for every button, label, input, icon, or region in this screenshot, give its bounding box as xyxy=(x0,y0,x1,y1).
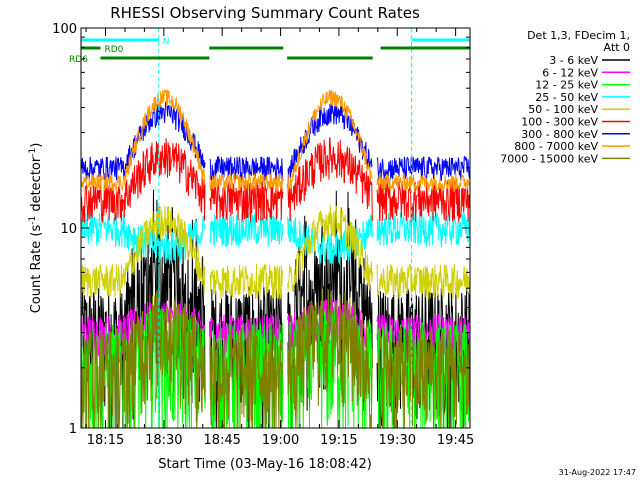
y-tick-label-1: 10 xyxy=(60,222,77,237)
series-line-0 xyxy=(80,189,471,429)
x-tick-label-6: 19:45 xyxy=(437,433,474,448)
indicator-label-RD6: RD6 xyxy=(69,55,88,65)
x-tick-label-3: 19:00 xyxy=(262,433,299,448)
chart-title: RHESSI Observing Summary Count Rates xyxy=(110,4,420,22)
axes: 18:15 18:30 18:45 19:00 19:15 19:30 19:45 1 10 10… xyxy=(52,22,474,448)
legend-label-2: 12 - 25 keV xyxy=(535,79,598,92)
series-line-8 xyxy=(80,287,471,429)
series-line-7 xyxy=(80,89,471,193)
legend-label-4: 50 - 100 keV xyxy=(528,103,598,116)
legend-label-7: 800 - 7000 keV xyxy=(514,140,598,153)
indicator-label-N: N xyxy=(163,37,170,47)
plot-content xyxy=(80,89,471,429)
legend-header-0: Det 1,3, FDecim 1, xyxy=(527,29,630,42)
x-tick-label-2: 18:45 xyxy=(203,433,240,448)
x-axis-label: Start Time (03-May-16 18:08:42) xyxy=(158,457,372,472)
series-line-6 xyxy=(80,100,471,183)
y-tick-label-0: 1 xyxy=(69,422,77,437)
legend-label-0: 3 - 6 keV xyxy=(549,54,598,67)
series-line-5 xyxy=(80,136,471,223)
legend-label-1: 6 - 12 keV xyxy=(542,66,598,79)
indicator-label-RD0: RD0 xyxy=(104,45,123,55)
series-line-4 xyxy=(80,204,471,300)
legend-header-1: Att 0 xyxy=(604,41,630,54)
indicator-bars: N RD0 RD6 xyxy=(69,37,470,65)
x-tick-label-0: 18:15 xyxy=(87,433,124,448)
x-tick-label-4: 19:15 xyxy=(320,433,357,448)
x-tick-label-1: 18:30 xyxy=(145,433,182,448)
y-tick-label-2: 100 xyxy=(52,22,77,37)
timestamp: 31-Aug-2022 17:47 xyxy=(559,468,636,477)
legend-label-8: 7000 - 15000 keV xyxy=(500,152,598,165)
x-tick-label-5: 19:30 xyxy=(379,433,416,448)
legend-label-5: 100 - 300 keV xyxy=(521,116,598,129)
legend-label-6: 300 - 800 keV xyxy=(521,128,598,141)
legend-label-3: 25 - 50 keV xyxy=(535,91,598,104)
y-axis-label: Count Rate (s-1 detector-1) xyxy=(28,143,44,314)
